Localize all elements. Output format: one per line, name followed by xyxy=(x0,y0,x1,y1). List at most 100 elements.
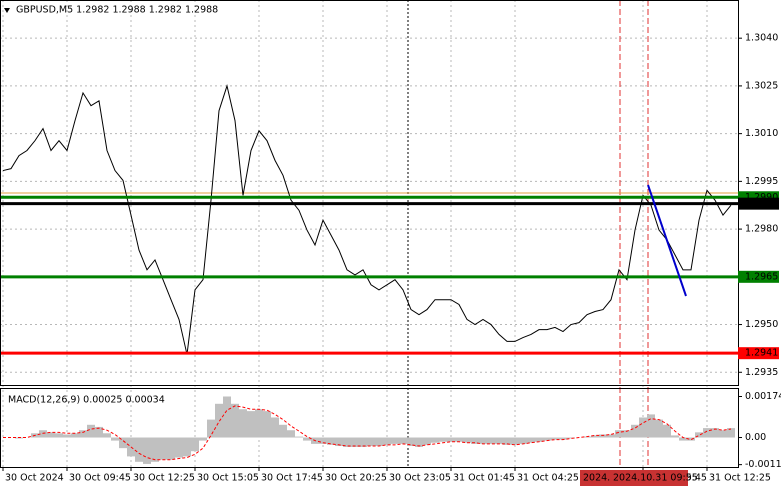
histogram-bar xyxy=(255,409,263,438)
x-tick-label: 30 Oct 09:45 xyxy=(69,473,131,484)
histogram-bar xyxy=(391,437,399,444)
histogram-bar xyxy=(423,437,431,445)
histogram-bar xyxy=(103,433,111,438)
histogram-bar xyxy=(223,396,231,438)
y-tick-label: 1.2995 xyxy=(745,176,778,187)
chart-title: GBPUSD,M5 1.2982 1.2988 1.2982 1.2988 xyxy=(16,5,218,16)
histogram-bar xyxy=(359,437,367,447)
histogram-bar xyxy=(207,419,215,438)
histogram-bar xyxy=(639,417,647,438)
histogram-bar xyxy=(487,437,495,444)
histogram-bar xyxy=(471,437,479,444)
x-tick-label: 30 Oct 23:05 xyxy=(389,473,451,484)
histogram-bar xyxy=(647,414,655,438)
histogram-bar xyxy=(655,419,663,438)
histogram-bar xyxy=(623,430,631,438)
histogram-bar xyxy=(295,436,303,438)
histogram-bar xyxy=(511,437,519,445)
histogram-bar xyxy=(287,430,295,438)
histogram-bar xyxy=(327,437,335,445)
marks-layer xyxy=(0,84,738,464)
level-label: 1.2988 xyxy=(745,198,778,209)
histogram-bar xyxy=(431,437,439,443)
histogram-bar xyxy=(543,437,551,441)
x-tick-label: 31 Oct 04:25 xyxy=(517,473,579,484)
histogram-bar xyxy=(119,437,127,449)
level-label-box xyxy=(738,270,779,283)
histogram-bar xyxy=(703,428,711,438)
histogram-bar xyxy=(367,437,375,447)
indicator-title: MACD(12,26,9) 0.00025 0.00034 xyxy=(8,395,165,406)
histogram-bar xyxy=(447,437,455,442)
histogram-bar xyxy=(63,434,71,438)
histogram-bar xyxy=(271,417,279,438)
histogram-bar xyxy=(495,437,503,444)
level-label-box xyxy=(738,347,779,360)
histogram-bar xyxy=(375,437,383,447)
y-tick-label: 0.00174 xyxy=(745,391,781,402)
histogram-bar xyxy=(719,430,727,438)
y-tick-label: 1.3025 xyxy=(745,80,778,91)
histogram-bar xyxy=(463,437,471,443)
histogram-bar xyxy=(551,437,559,440)
histogram-bar xyxy=(279,424,287,438)
histogram-bar xyxy=(175,437,183,458)
x-tick-label: 30 Oct 20:25 xyxy=(325,473,387,484)
histogram-bar xyxy=(695,432,703,438)
histogram-bar xyxy=(607,434,615,438)
level-label-box xyxy=(738,197,779,210)
histogram-bar xyxy=(71,433,79,438)
histogram-bar xyxy=(231,403,239,438)
histogram-bar xyxy=(47,432,55,438)
x-tick-label: 30 Oct 15:05 xyxy=(197,473,259,484)
histogram-bar xyxy=(407,437,415,447)
histogram-bar xyxy=(631,424,639,438)
y-tick-label: -0.00115 xyxy=(745,459,781,470)
x-tick-label: 30 Oct 12:25 xyxy=(133,473,195,484)
y-tick-label: 1.2980 xyxy=(745,224,778,235)
y-tick-label: 0.00 xyxy=(745,432,766,443)
histogram-bar xyxy=(671,435,679,438)
level-label: 1.2941 xyxy=(745,348,778,359)
histogram-bar xyxy=(183,437,191,457)
x-tick-label: 30 Oct 17:45 xyxy=(261,473,323,484)
x-tick-label: 31 Oct 12:25 xyxy=(709,473,771,484)
signal-line xyxy=(3,405,732,461)
histogram-bar xyxy=(727,428,735,438)
histogram-bar xyxy=(95,426,103,438)
histogram-bar xyxy=(87,424,95,438)
histogram-bar xyxy=(303,437,311,441)
macd-pane xyxy=(0,388,739,468)
histogram-bar xyxy=(319,437,327,444)
histogram-bar xyxy=(239,409,247,438)
y-tick-label: 1.2935 xyxy=(745,367,778,378)
histogram-bar xyxy=(191,437,199,452)
histogram-bar xyxy=(79,430,87,438)
histogram-bar xyxy=(151,437,159,462)
histogram-bar xyxy=(351,437,359,447)
histogram-bar xyxy=(679,437,687,441)
histogram-bar xyxy=(143,437,151,464)
histogram-bar xyxy=(383,437,391,445)
histogram-bar xyxy=(479,437,487,444)
histogram-bar xyxy=(519,437,527,444)
histogram-bar xyxy=(527,437,535,443)
histogram-bar xyxy=(711,428,719,438)
histogram-bar xyxy=(263,411,271,438)
menu-icon[interactable] xyxy=(4,8,10,13)
histogram-bar xyxy=(343,437,351,447)
histogram-bar xyxy=(415,437,423,447)
histogram-bar xyxy=(399,437,407,444)
histogram-bar xyxy=(111,437,119,441)
histogram-bar xyxy=(591,435,599,438)
histogram-bar xyxy=(687,437,695,441)
histogram-bar xyxy=(615,430,623,438)
histogram-bar xyxy=(567,437,575,439)
crosshair-label: 2024. xyxy=(583,473,610,484)
histogram-bar xyxy=(455,437,463,442)
histogram-bar xyxy=(39,430,47,438)
crosshair-label-box xyxy=(610,470,688,486)
